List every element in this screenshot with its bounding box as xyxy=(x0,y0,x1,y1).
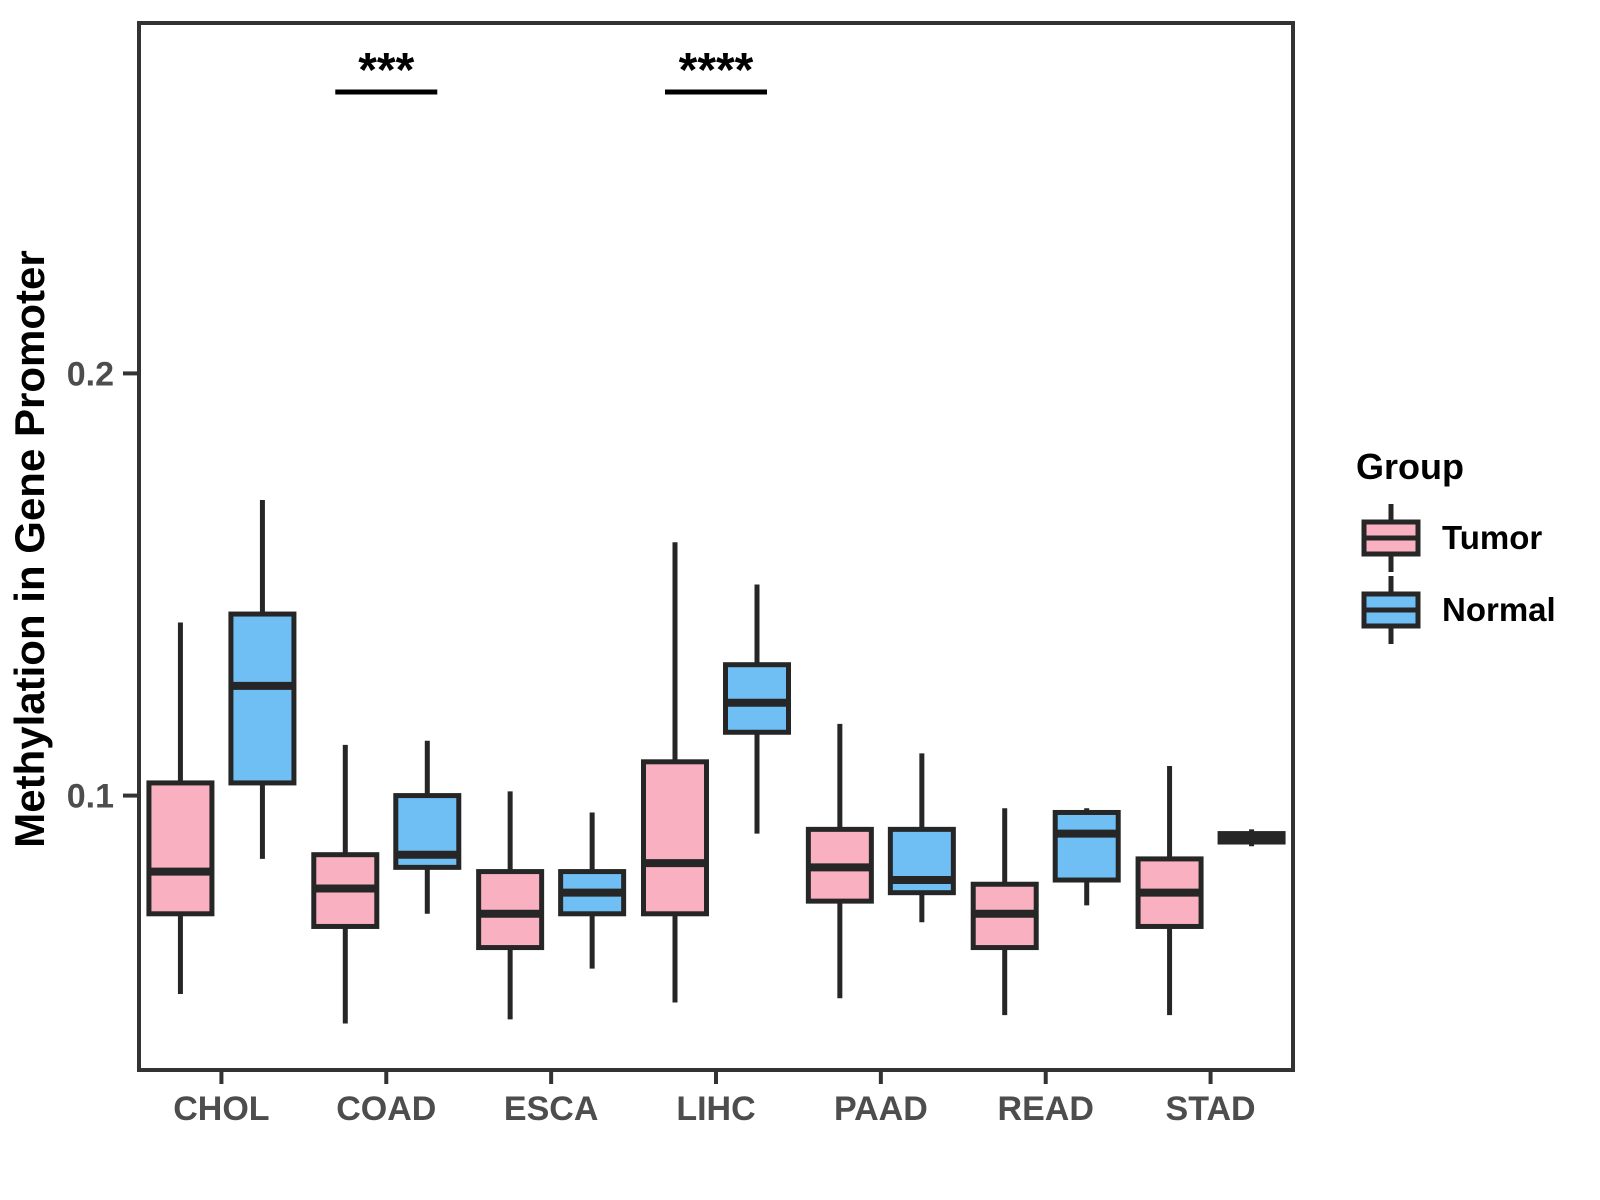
x-tick-label-PAAD: PAAD xyxy=(834,1090,928,1128)
x-tick-label-ESCA: ESCA xyxy=(504,1090,598,1128)
x-tick-label-LIHC: LIHC xyxy=(676,1090,755,1128)
y-tick-label-0.1: 0.1 xyxy=(67,778,114,816)
y-tick-label-0.2: 0.2 xyxy=(67,355,114,393)
box-LIHC-Tumor xyxy=(641,759,709,917)
x-tick-label-CHOL: CHOL xyxy=(173,1090,269,1128)
legend-entry-normal: Normal xyxy=(1356,574,1556,646)
legend-entry-label-normal: Normal xyxy=(1442,591,1556,628)
x-tick-label-COAD: COAD xyxy=(336,1090,436,1128)
x-tick-label-READ: READ xyxy=(998,1090,1094,1128)
box-LIHC-Normal xyxy=(723,662,791,735)
box-READ-Normal xyxy=(1052,809,1121,883)
x-tick-label-STAD: STAD xyxy=(1166,1090,1256,1128)
normal-boxplot-key-icon xyxy=(1361,576,1421,644)
legend-title: Group xyxy=(1356,446,1464,487)
box-ESCA-Tumor xyxy=(476,869,545,951)
box-CHOL-Normal xyxy=(228,611,297,786)
significance-stars-COAD: *** xyxy=(358,44,414,97)
box-CHOL-Tumor xyxy=(146,780,215,917)
tumor-boxplot-key-icon xyxy=(1361,504,1421,572)
legend: Group Tumor Normal xyxy=(1356,446,1556,646)
legend-entry-tumor: Tumor xyxy=(1356,502,1556,574)
significance-stars-LIHC: **** xyxy=(679,44,754,97)
legend-entry-label-tumor: Tumor xyxy=(1442,519,1543,556)
